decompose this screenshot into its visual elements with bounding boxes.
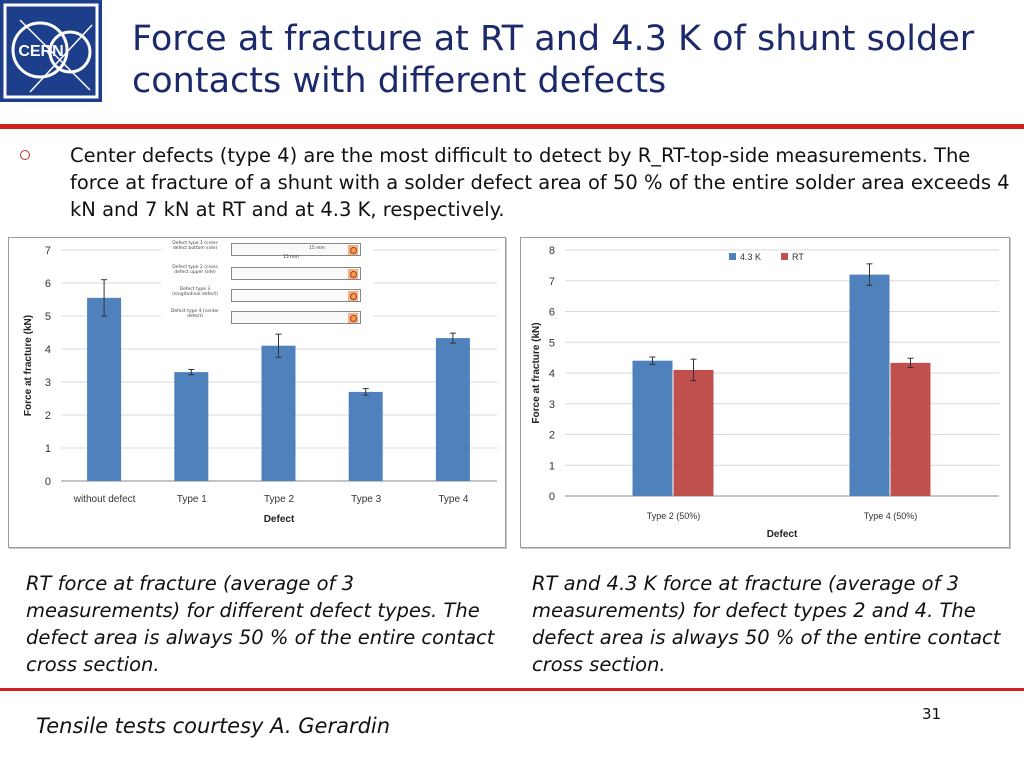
y-tick-label: 0: [45, 476, 51, 488]
bar: [890, 362, 931, 496]
caption-left: RT force at fracture (average of 3 measu…: [26, 572, 495, 676]
inset-row-type3: Defect type 3 (longitudinal defect): [161, 286, 373, 305]
y-tick-label: 3: [549, 399, 555, 411]
y-axis-label: Force at fracture (kN): [23, 315, 34, 416]
inset-label: Defect type 4 (center defect): [170, 309, 220, 319]
x-tick-label: Type 4: [438, 494, 468, 505]
y-axis-label: Force at fracture (kN): [531, 322, 542, 423]
inset-label: Defect type 2 (cross defect upper side): [172, 265, 218, 275]
bar: [348, 391, 383, 481]
bar-chart-temperature: 0 1 2 3 4 5 6 7 8 Force at fracture (kN) Defect Typ…: [531, 245, 999, 540]
x-tick-label: Type 2 (50%): [647, 511, 701, 521]
legend-swatch: [781, 253, 788, 260]
x-axis-label: Defect: [264, 514, 295, 525]
bar: [261, 345, 296, 481]
bar: [632, 360, 673, 496]
inset-label: Defect type 1 (cross defect bottom side): [172, 241, 218, 251]
contact-drawing: [231, 243, 361, 256]
defect-marker-icon: [350, 293, 357, 300]
page-number: 31: [922, 705, 942, 723]
slide-title: Force at fracture at RT and 4.3 K of shu…: [132, 19, 975, 101]
legend-label: RT: [792, 252, 804, 262]
caption-right: RT and 4.3 K force at fracture (average …: [532, 572, 1001, 676]
footer-credit: Tensile tests courtesy A. Gerardin: [36, 714, 391, 738]
top-divider: [0, 124, 1024, 129]
x-axis-label: Defect: [767, 529, 798, 540]
inset-row-type2: Defect type 2 (cross defect upper side): [161, 264, 373, 283]
y-tick-label: 1: [45, 443, 51, 455]
y-tick-label: 7: [549, 276, 555, 288]
contact-drawing: [231, 311, 361, 324]
x-tick-label: Type 1: [177, 494, 207, 505]
x-tick-label: Type 3: [351, 494, 381, 505]
bar: [435, 338, 470, 481]
chart-panel-temperature: 0 1 2 3 4 5 6 7 8 Force at fracture (kN) Defect Typ…: [520, 237, 1010, 548]
y-tick-label: 8: [549, 245, 555, 257]
y-tick-label: 2: [45, 410, 51, 422]
bar: [849, 274, 890, 496]
defect-marker-icon: [350, 315, 357, 322]
defect-marker-icon: [350, 271, 357, 278]
defect-marker-icon: [350, 247, 357, 254]
x-tick-label: Type 2: [264, 494, 294, 505]
legend-swatch: [729, 253, 736, 260]
legend-label: 4.3 K: [740, 252, 761, 262]
inset-row-type4: Defect type 4 (center defect): [161, 308, 373, 327]
y-tick-label: 2: [549, 430, 555, 442]
bullet-circle-icon: [20, 150, 30, 160]
x-tick-label: Type 4 (50%): [864, 511, 918, 521]
y-tick-label: 6: [45, 278, 51, 290]
dimension-label: 15 mm: [309, 246, 325, 251]
contact-drawing: [231, 289, 361, 302]
y-tick-label: 7: [45, 245, 51, 257]
x-tick-label: without defect: [73, 494, 136, 505]
bar: [87, 297, 122, 481]
bottom-divider: [0, 688, 1024, 691]
bar-chart-defect-types: 0 1 2 3 4 5 6 7 Force at fracture (kN) Defect with…: [23, 245, 497, 525]
contact-drawing: [231, 267, 361, 280]
y-tick-label: 5: [549, 337, 555, 349]
y-tick-label: 6: [549, 307, 555, 319]
y-tick-label: 4: [549, 368, 555, 380]
inset-row-type1: Defect type 1 (cross defect bottom side)…: [161, 240, 373, 260]
defect-diagram-inset: Defect type 1 (cross defect bottom side)…: [161, 238, 373, 330]
dimension-label: 15 mm: [283, 255, 299, 260]
logo-text: CERN: [18, 43, 63, 60]
y-tick-label: 3: [45, 377, 51, 389]
chart-panel-defect-types: 0 1 2 3 4 5 6 7 Force at fracture (kN) Defect with…: [8, 237, 506, 548]
bar: [673, 369, 714, 496]
cern-logo: CERN: [0, 0, 102, 102]
bar: [174, 372, 209, 481]
y-tick-label: 0: [549, 491, 555, 503]
bullet-text: Center defects (type 4) are the most dif…: [70, 144, 1010, 221]
inset-label: Defect type 3 (longitudinal defect): [172, 287, 218, 297]
y-tick-label: 5: [45, 311, 51, 323]
cern-logo-icon: CERN: [3, 3, 99, 99]
y-tick-label: 4: [45, 344, 51, 356]
y-tick-label: 1: [549, 460, 555, 472]
